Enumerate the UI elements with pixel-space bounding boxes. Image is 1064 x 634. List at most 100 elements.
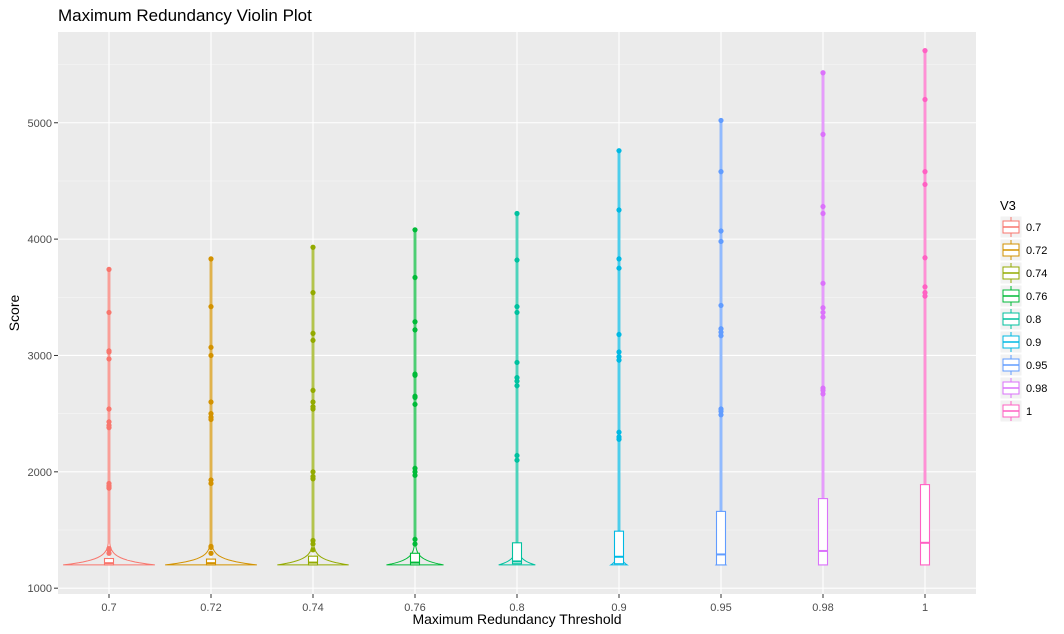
- violin-group-0.72: [165, 256, 257, 566]
- outlier-point: [208, 544, 214, 551]
- outlier-point: [616, 429, 622, 435]
- outlier-point: [208, 256, 214, 262]
- outlier-point: [922, 169, 928, 175]
- outlier-point: [310, 476, 316, 482]
- outlier-point: [718, 302, 724, 309]
- x-tick-label: 0.72: [200, 602, 221, 614]
- box: [715, 510, 727, 566]
- outlier-point: [922, 284, 928, 290]
- outlier-point: [514, 457, 520, 463]
- outlier-point: [106, 349, 112, 355]
- x-tick-label: 0.7: [101, 602, 116, 614]
- outlier-point: [718, 169, 724, 175]
- outlier-point: [616, 256, 622, 262]
- legend-label: 1: [1026, 406, 1032, 418]
- outlier-point: [106, 425, 112, 431]
- outlier-point: [310, 399, 316, 405]
- outlier-point: [310, 406, 316, 412]
- box: [817, 498, 829, 566]
- violin-group-0.76: [386, 227, 444, 566]
- y-axis: 1000 2000 3000 4000 5000: [28, 118, 58, 595]
- y-tick-label: 3000: [28, 350, 52, 362]
- box: [511, 542, 523, 565]
- outlier-point: [820, 210, 826, 217]
- x-tick-label: 0.8: [509, 602, 524, 614]
- outlier-point: [514, 383, 520, 389]
- y-tick-label: 4000: [28, 234, 52, 246]
- outlier-point: [616, 265, 622, 271]
- outlier-point: [106, 485, 112, 491]
- outlier-point: [820, 280, 826, 286]
- violin-group-0.95: [714, 117, 728, 566]
- outlier-point: [616, 436, 622, 442]
- legend-key-0.7: [999, 215, 1023, 239]
- outlier-point: [106, 266, 112, 272]
- violin-group-1: [919, 48, 931, 566]
- outlier-point: [310, 541, 316, 547]
- outlier-point: [412, 327, 418, 333]
- outlier-point: [106, 550, 112, 556]
- legend-label: 0.8: [1026, 314, 1041, 326]
- x-axis-title: Maximum Redundancy Threshold: [412, 611, 621, 627]
- outlier-point: [208, 550, 214, 556]
- x-tick-label: 1: [922, 602, 928, 614]
- legend-key-0.8: [999, 307, 1023, 331]
- outlier-point: [412, 372, 418, 378]
- outlier-point: [820, 70, 826, 76]
- outlier-point: [310, 547, 316, 553]
- outlier-point: [820, 203, 826, 210]
- outlier-point: [820, 305, 826, 311]
- outlier-point: [310, 337, 316, 343]
- outlier-point: [208, 304, 214, 310]
- outlier-point: [718, 333, 724, 339]
- legend-key-0.76: [999, 284, 1023, 308]
- box: [103, 557, 115, 566]
- outlier-point: [412, 319, 418, 325]
- x-axis: 0.7 0.72 0.74 0.76 0.8 0.9 0.95 0.98 1: [101, 594, 928, 614]
- y-tick-label: 2000: [28, 467, 52, 479]
- outlier-point: [106, 356, 112, 362]
- outlier-point: [514, 210, 520, 217]
- outlier-point: [412, 401, 418, 407]
- outlier-point: [412, 227, 418, 233]
- legend-label: 0.9: [1026, 337, 1041, 349]
- outlier-point: [310, 469, 316, 475]
- legend: V3 0.7 0.72 0.74 0.76 0.8 0.9 0.95 0.98 1: [999, 198, 1047, 423]
- box: [205, 558, 217, 566]
- outlier-point: [310, 387, 316, 393]
- legend-key-0.72: [999, 238, 1023, 262]
- outlier-point: [208, 399, 214, 405]
- box: [307, 555, 319, 566]
- legend-key-0.95: [999, 353, 1023, 377]
- outlier-point: [718, 412, 724, 418]
- legend-key-0.9: [999, 330, 1023, 354]
- outlier-point: [106, 406, 112, 412]
- legend-label: 0.76: [1026, 291, 1047, 303]
- legend-title: V3: [1000, 198, 1016, 213]
- violin-group-0.9: [609, 148, 629, 566]
- legend-key-1: [999, 399, 1023, 423]
- outlier-point: [208, 480, 214, 487]
- legend-key-0.74: [999, 261, 1023, 285]
- x-tick-label: 0.74: [302, 602, 323, 614]
- y-axis-title: Score: [6, 295, 22, 332]
- x-tick-label: 0.98: [812, 602, 833, 614]
- violin-group-0.98: [817, 70, 829, 566]
- outlier-point: [820, 391, 826, 397]
- outlier-point: [922, 48, 928, 54]
- outlier-point: [922, 181, 928, 188]
- outlier-point: [922, 96, 928, 103]
- outlier-point: [310, 330, 316, 336]
- legend-label: 0.98: [1026, 383, 1047, 395]
- legend-label: 0.95: [1026, 360, 1047, 372]
- box: [919, 484, 931, 566]
- outlier-point: [208, 352, 214, 359]
- outlier-point: [616, 331, 622, 338]
- outlier-point: [820, 314, 826, 320]
- legend-label: 0.72: [1026, 245, 1047, 257]
- outlier-point: [616, 357, 622, 363]
- outlier-point: [514, 304, 520, 310]
- outlier-point: [718, 117, 724, 124]
- outlier-point: [718, 228, 724, 234]
